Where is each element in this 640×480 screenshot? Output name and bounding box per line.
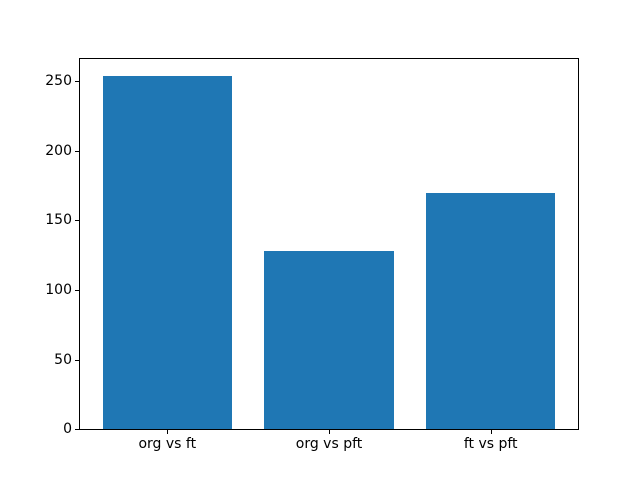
x-tick-mark <box>490 430 492 434</box>
y-tick-mark <box>75 289 79 291</box>
y-tick-label-150: 150 <box>45 212 72 229</box>
y-tick-label-50: 50 <box>54 351 72 368</box>
y-tick-mark <box>75 81 79 83</box>
y-tick-mark <box>75 150 79 152</box>
bar-org-vs-pft <box>264 251 394 429</box>
x-tick-mark <box>329 430 330 434</box>
y-tick-label-100: 100 <box>45 281 72 298</box>
bar-org-vs-ft <box>102 75 232 429</box>
plot-area: org vs ft org vs pft ft vs pft 0 50 100 150 200… <box>45 58 579 452</box>
y-tick-mark <box>75 429 79 430</box>
y-tick-label-250: 250 <box>45 73 72 90</box>
y-tick-mark <box>75 359 79 361</box>
y-tick-mark <box>75 220 79 222</box>
bar-ft-vs-pft <box>426 192 556 429</box>
x-tick-label-org-vs-ft: org vs ft <box>138 436 197 452</box>
y-tick-label-0: 0 <box>63 421 72 437</box>
x-tick-label-org-vs-pft: org vs pft <box>295 436 363 452</box>
y-tick-label-200: 200 <box>45 142 72 159</box>
x-tick-label-ft-vs-pft: ft vs pft <box>463 436 518 452</box>
x-tick-mark <box>167 430 169 434</box>
